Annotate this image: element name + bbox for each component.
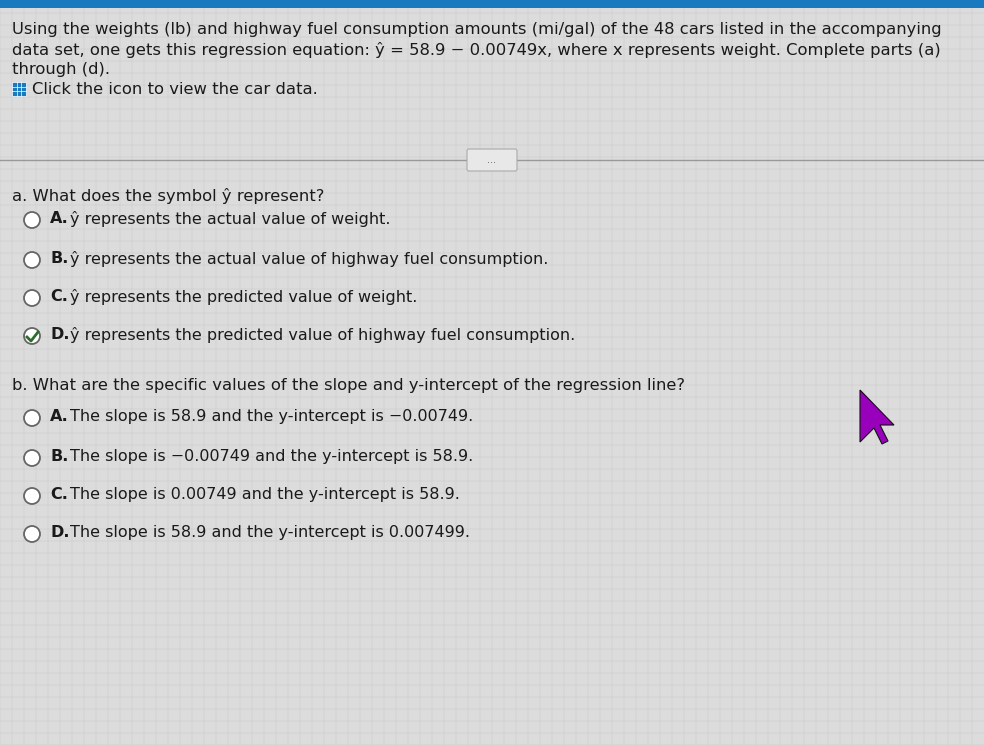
Text: A.: A. [50, 211, 69, 226]
Text: The slope is 58.9 and the y-intercept is −0.00749.: The slope is 58.9 and the y-intercept is… [70, 409, 473, 424]
Text: D.: D. [50, 525, 70, 540]
Text: C.: C. [50, 289, 68, 304]
Text: a. What does the symbol ŷ represent?: a. What does the symbol ŷ represent? [12, 188, 325, 204]
Text: B.: B. [50, 449, 68, 464]
Text: The slope is 58.9 and the y-intercept is 0.007499.: The slope is 58.9 and the y-intercept is… [70, 525, 470, 540]
Text: A.: A. [50, 409, 69, 424]
Text: D.: D. [50, 327, 70, 342]
Circle shape [24, 526, 40, 542]
Text: The slope is −0.00749 and the y-intercept is 58.9.: The slope is −0.00749 and the y-intercep… [70, 449, 473, 464]
Circle shape [24, 290, 40, 306]
Text: b. What are the specific values of the slope and y-intercept of the regression l: b. What are the specific values of the s… [12, 378, 685, 393]
Text: ŷ represents the actual value of highway fuel consumption.: ŷ represents the actual value of highway… [70, 251, 548, 267]
Text: data set, one gets this regression equation: ŷ = 58.9 − 0.00749x, where x repres: data set, one gets this regression equat… [12, 42, 941, 58]
Circle shape [24, 212, 40, 228]
Text: ŷ represents the predicted value of weight.: ŷ represents the predicted value of weig… [70, 289, 417, 305]
Bar [0, 0, 984, 8]
Circle shape [24, 328, 40, 344]
FancyBboxPatch shape [467, 149, 517, 171]
Text: ŷ represents the actual value of weight.: ŷ represents the actual value of weight. [70, 211, 391, 227]
Polygon shape [860, 390, 894, 444]
Text: The slope is 0.00749 and the y-intercept is 58.9.: The slope is 0.00749 and the y-intercept… [70, 487, 460, 502]
Circle shape [24, 410, 40, 426]
Text: C.: C. [50, 487, 68, 502]
Text: Click the icon to view the car data.: Click the icon to view the car data. [32, 82, 318, 97]
Circle shape [24, 252, 40, 268]
Text: ŷ represents the predicted value of highway fuel consumption.: ŷ represents the predicted value of high… [70, 327, 576, 343]
Text: through (d).: through (d). [12, 62, 110, 77]
Text: B.: B. [50, 251, 68, 266]
Circle shape [24, 450, 40, 466]
Text: ...: ... [487, 155, 497, 165]
Bar [12, 82, 26, 96]
Text: Using the weights (lb) and highway fuel consumption amounts (mi/gal) of the 48 c: Using the weights (lb) and highway fuel … [12, 22, 942, 37]
Circle shape [24, 488, 40, 504]
